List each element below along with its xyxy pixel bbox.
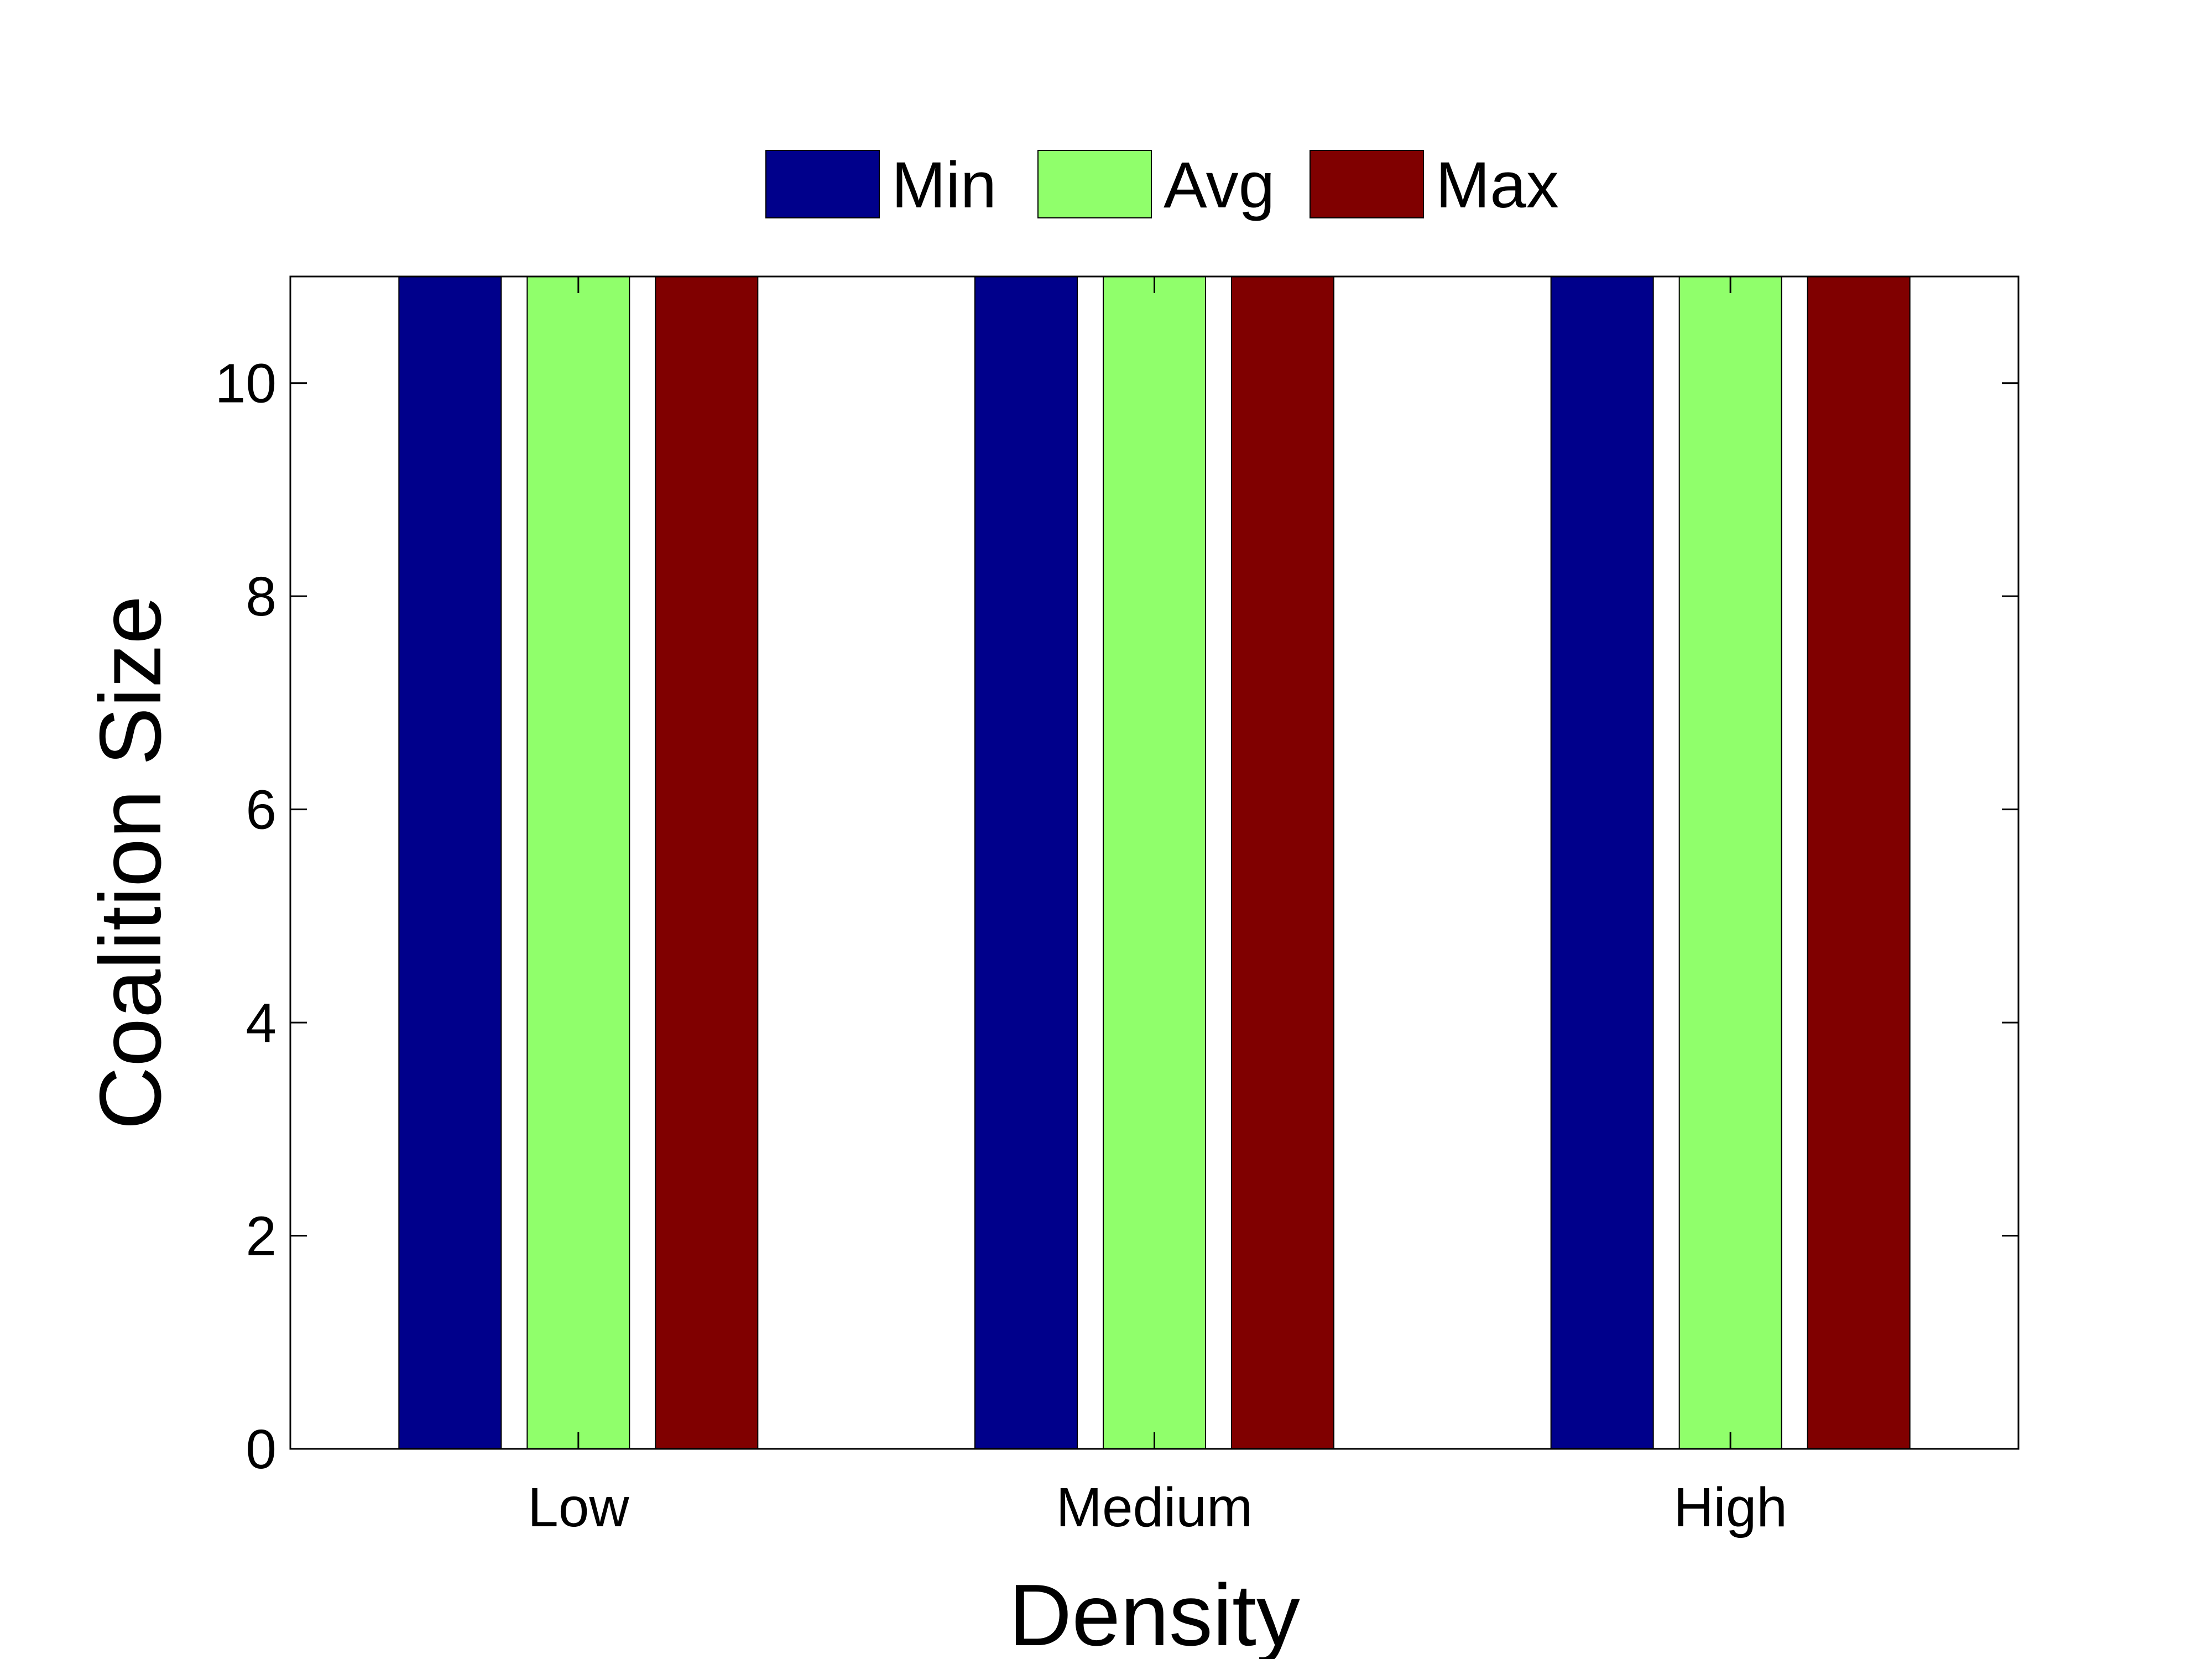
legend-label-avg: Avg bbox=[1164, 149, 1275, 222]
y-tick-label: 6 bbox=[246, 779, 276, 841]
y-tick-label: 8 bbox=[246, 566, 276, 628]
bars bbox=[398, 276, 1911, 1449]
bar-max-high bbox=[1807, 276, 1911, 1449]
bar-max-low bbox=[655, 276, 759, 1449]
y-tick-label: 4 bbox=[246, 992, 276, 1054]
x-axis-label: Density bbox=[1009, 1567, 1300, 1659]
bar-avg-high bbox=[1678, 276, 1782, 1449]
x-tick-label-low: Low bbox=[528, 1477, 629, 1538]
bar-avg-medium bbox=[1103, 276, 1206, 1449]
y-axis: 0 2 4 6 8 10 bbox=[215, 353, 2018, 1480]
y-tick-label: 0 bbox=[246, 1418, 276, 1480]
x-axis: Low Medium High bbox=[528, 276, 1787, 1538]
bar-min-high bbox=[1550, 276, 1654, 1449]
bar-min-medium bbox=[974, 276, 1078, 1449]
legend-label-min: Min bbox=[891, 149, 997, 222]
legend: Min Avg Max bbox=[765, 149, 1559, 222]
x-tick-label-high: High bbox=[1673, 1477, 1787, 1538]
legend-label-max: Max bbox=[1436, 149, 1559, 222]
y-tick-label: 10 bbox=[215, 353, 276, 415]
y-axis-label: Coalition Size bbox=[82, 596, 179, 1130]
bar-min-low bbox=[398, 276, 502, 1449]
bar-max-medium bbox=[1231, 276, 1334, 1449]
x-tick-label-medium: Medium bbox=[1056, 1477, 1253, 1538]
legend-swatch-avg bbox=[1037, 150, 1152, 218]
y-tick-label: 2 bbox=[246, 1206, 276, 1267]
legend-swatch-min bbox=[765, 150, 880, 218]
legend-swatch-max bbox=[1310, 150, 1424, 218]
bar-avg-low bbox=[526, 276, 630, 1449]
